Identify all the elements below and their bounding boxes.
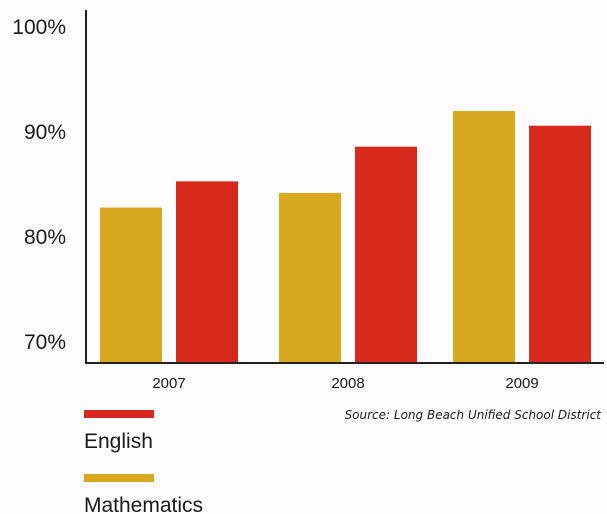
x-axis-ticks: 2007 2008 2009 <box>152 375 538 392</box>
legend-swatch-english <box>84 410 154 418</box>
y-tick-label: 70% <box>24 331 66 354</box>
y-tick-label: 90% <box>24 121 66 144</box>
legend-label-english: English <box>84 430 153 453</box>
y-tick-label: 100% <box>12 16 66 39</box>
bar-english-2008 <box>355 146 417 363</box>
bar-english-2007 <box>176 181 238 363</box>
legend-label-mathematics: Mathematics <box>84 494 203 514</box>
legend: English Mathematics <box>84 410 203 514</box>
source-note: Source: Long Beach Unified School Distri… <box>345 408 603 422</box>
x-tick-label: 2008 <box>331 375 364 392</box>
bar-english-2009 <box>529 125 591 363</box>
bar-mathematics-2009 <box>453 111 515 363</box>
bar-mathematics-2008 <box>279 192 341 363</box>
y-tick-label: 80% <box>24 226 66 249</box>
legend-swatch-mathematics <box>84 474 154 482</box>
x-tick-label: 2007 <box>152 375 185 392</box>
y-axis-ticks: 100% 90% 80% 70% <box>12 16 66 354</box>
bar-mathematics-2007 <box>100 207 162 363</box>
bars <box>100 111 591 363</box>
x-tick-label: 2009 <box>505 375 538 392</box>
